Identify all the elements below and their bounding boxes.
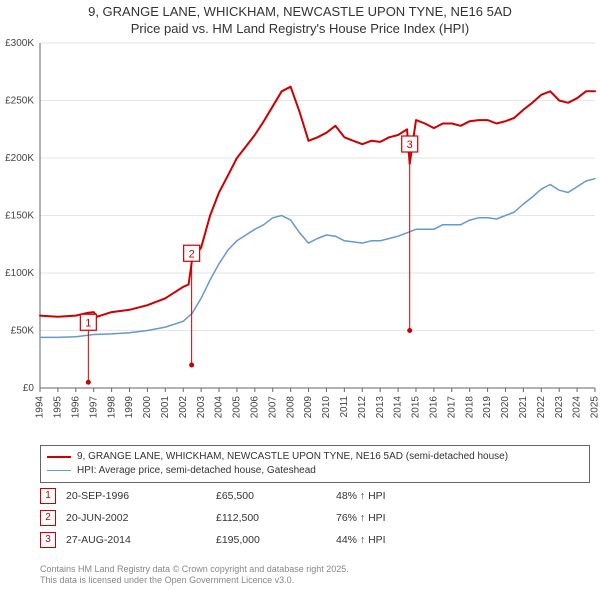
svg-text:1994: 1994 [35, 395, 46, 418]
sale-marker-date: 20-SEP-1996 [66, 490, 216, 502]
sale-marker-date: 27-AUG-2014 [66, 534, 216, 546]
sale-marker-price: £112,500 [216, 512, 336, 524]
sale-marker-row: 3 27-AUG-2014£195,00044% ↑ HPI [40, 529, 590, 551]
chart-legend: 9, GRANGE LANE, WHICKHAM, NEWCASTLE UPON… [40, 445, 590, 483]
svg-text:2016: 2016 [429, 395, 440, 418]
legend-item: HPI: Average price, semi-detached house,… [47, 464, 583, 478]
chart-title-line2: Price paid vs. HM Land Registry's House … [0, 21, 600, 38]
sale-marker-pct: 76% ↑ HPI [336, 512, 590, 524]
svg-text:2: 2 [189, 248, 195, 260]
svg-text:2022: 2022 [536, 395, 547, 418]
svg-text:2020: 2020 [500, 395, 511, 418]
svg-text:1997: 1997 [88, 395, 99, 418]
svg-text:1995: 1995 [53, 395, 64, 418]
chart-title: 9, GRANGE LANE, WHICKHAM, NEWCASTLE UPON… [0, 0, 600, 38]
svg-text:1: 1 [85, 317, 91, 329]
sale-marker-row: 2 20-JUN-2002£112,50076% ↑ HPI [40, 507, 590, 529]
sale-marker-price: £195,000 [216, 534, 336, 546]
svg-text:2003: 2003 [196, 395, 207, 418]
svg-text:£200K: £200K [5, 153, 34, 164]
sale-markers: 1 20-SEP-1996£65,50048% ↑ HPI 2 20-JUN-2002… [40, 485, 590, 551]
legend-item: 9, GRANGE LANE, WHICKHAM, NEWCASTLE UPON… [47, 450, 583, 464]
sale-marker-pct: 44% ↑ HPI [336, 534, 590, 546]
price-chart: £0 £50K £100K £150K £200K £250K £300K 1994 1995 1… [0, 38, 600, 443]
sale-marker-badge: 2 [40, 510, 56, 526]
chart-title-line1: 9, GRANGE LANE, WHICKHAM, NEWCASTLE UPON… [0, 4, 600, 21]
chart-footer: Contains HM Land Registry data © Crown c… [40, 564, 590, 587]
svg-text:£100K: £100K [5, 268, 34, 279]
svg-text:£150K: £150K [5, 210, 34, 221]
footer-line2: This data is licensed under the Open Gov… [40, 575, 590, 586]
svg-text:2025: 2025 [590, 395, 600, 418]
svg-text:2018: 2018 [464, 395, 475, 418]
legend-swatch [47, 456, 71, 458]
svg-text:2011: 2011 [339, 395, 350, 417]
legend-label: HPI: Average price, semi-detached house,… [77, 464, 316, 478]
svg-text:2006: 2006 [249, 395, 260, 418]
sale-marker-row: 1 20-SEP-1996£65,50048% ↑ HPI [40, 485, 590, 507]
svg-text:£250K: £250K [5, 95, 34, 106]
legend-label: 9, GRANGE LANE, WHICKHAM, NEWCASTLE UPON… [77, 450, 508, 464]
sale-marker-badge: 3 [40, 532, 56, 548]
svg-text:2012: 2012 [357, 395, 368, 418]
svg-text:2019: 2019 [482, 395, 493, 418]
svg-text:2001: 2001 [160, 395, 171, 418]
svg-text:2014: 2014 [393, 395, 404, 418]
svg-text:£300K: £300K [5, 38, 34, 49]
svg-text:2000: 2000 [142, 395, 153, 418]
legend-swatch [47, 470, 71, 471]
page: 9, GRANGE LANE, WHICKHAM, NEWCASTLE UPON… [0, 0, 600, 590]
svg-text:2008: 2008 [285, 395, 296, 418]
svg-text:2002: 2002 [178, 395, 189, 418]
svg-text:2010: 2010 [321, 395, 332, 418]
svg-text:2017: 2017 [446, 395, 457, 418]
svg-text:2023: 2023 [554, 395, 565, 418]
footer-line1: Contains HM Land Registry data © Crown c… [40, 564, 590, 575]
svg-text:1996: 1996 [70, 395, 81, 418]
svg-text:2024: 2024 [572, 395, 583, 418]
svg-text:2004: 2004 [214, 395, 225, 418]
sale-marker-badge: 1 [40, 488, 56, 504]
sale-marker-price: £65,500 [216, 490, 336, 502]
sale-marker-pct: 48% ↑ HPI [336, 490, 590, 502]
svg-text:2015: 2015 [411, 395, 422, 418]
svg-text:3: 3 [407, 139, 413, 151]
svg-text:2007: 2007 [267, 395, 278, 418]
sale-marker-date: 20-JUN-2002 [66, 512, 216, 524]
svg-text:2013: 2013 [375, 395, 386, 418]
svg-text:2021: 2021 [518, 395, 529, 418]
svg-text:2009: 2009 [303, 395, 314, 418]
svg-text:£0: £0 [23, 383, 35, 394]
svg-text:£50K: £50K [11, 325, 35, 336]
svg-text:2005: 2005 [232, 395, 243, 418]
svg-text:1998: 1998 [106, 395, 117, 418]
svg-text:1999: 1999 [124, 395, 135, 418]
